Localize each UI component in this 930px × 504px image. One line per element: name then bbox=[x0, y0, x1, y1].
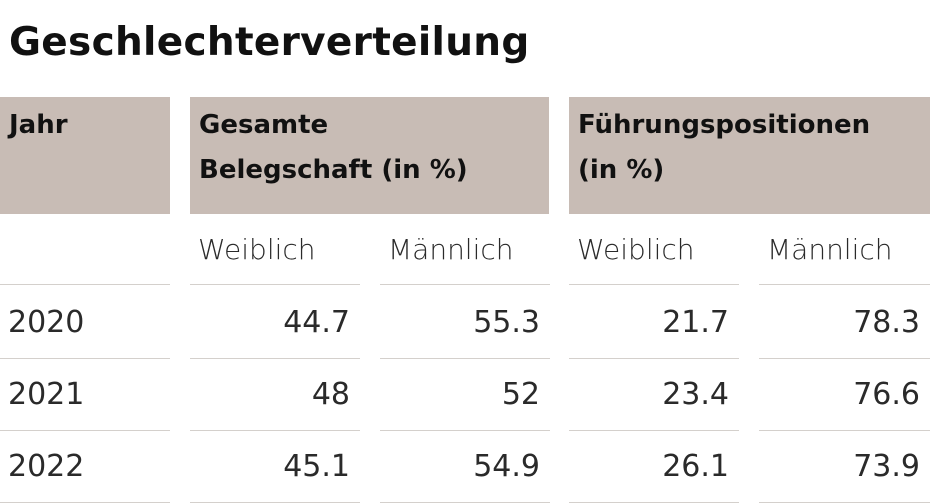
header-fuehrungspositionen-line1: Führungspositionen bbox=[578, 110, 871, 140]
header-gesamte-belegschaft-line1: Gesamte bbox=[199, 110, 329, 140]
table-cell-gesamt-maennlich: 52 bbox=[380, 359, 550, 431]
subheader-gesamt-maennlich: Männlich bbox=[380, 222, 550, 285]
table-cell-gesamt-maennlich: 54.9 bbox=[380, 431, 550, 503]
table-cell-gesamt-weiblich: 44.7 bbox=[190, 287, 360, 359]
subheader-fuehrung-weiblich: Weiblich bbox=[569, 222, 739, 285]
subheader-fuehrung-maennlich: Männlich bbox=[759, 222, 930, 285]
table-cell-fuehrung-weiblich: 26.1 bbox=[569, 431, 739, 503]
table-row-year: 2021 bbox=[0, 359, 170, 431]
table-cell-gesamt-weiblich: 48 bbox=[190, 359, 360, 431]
page-title: Geschlechterverteilung bbox=[9, 20, 530, 65]
table-cell-fuehrung-maennlich: 78.3 bbox=[759, 287, 930, 359]
header-fuehrungspositionen-line2: (in %) bbox=[578, 155, 665, 185]
subheader-empty bbox=[0, 222, 170, 285]
header-gesamte-belegschaft-line2: Belegschaft (in %) bbox=[199, 155, 468, 185]
header-jahr: Jahr bbox=[0, 97, 170, 214]
subheader-gesamt-weiblich: Weiblich bbox=[190, 222, 360, 285]
header-fuehrungspositionen: Führungspositionen (in %) bbox=[569, 97, 930, 214]
table-cell-fuehrung-weiblich: 21.7 bbox=[569, 287, 739, 359]
table-row-year: 2020 bbox=[0, 287, 170, 359]
table-cell-gesamt-weiblich: 45.1 bbox=[190, 431, 360, 503]
header-jahr-label: Jahr bbox=[9, 110, 68, 140]
table-row-year: 2022 bbox=[0, 431, 170, 503]
table-cell-gesamt-maennlich: 55.3 bbox=[380, 287, 550, 359]
header-gesamte-belegschaft: Gesamte Belegschaft (in %) bbox=[190, 97, 549, 214]
table-cell-fuehrung-maennlich: 73.9 bbox=[759, 431, 930, 503]
table-cell-fuehrung-maennlich: 76.6 bbox=[759, 359, 930, 431]
table-cell-fuehrung-weiblich: 23.4 bbox=[569, 359, 739, 431]
